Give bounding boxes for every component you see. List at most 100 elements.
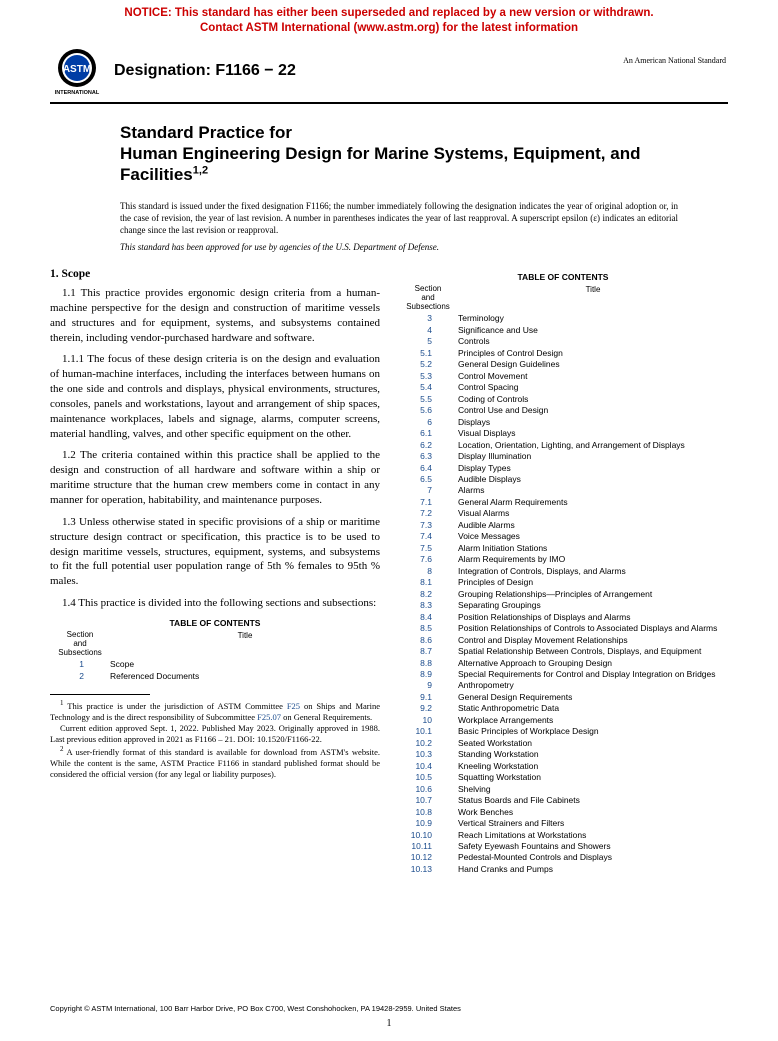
scope-p4: 1.3 Unless otherwise stated in specific … bbox=[50, 515, 380, 589]
toc-num[interactable]: 8.6 bbox=[398, 635, 458, 646]
toc-entry-title: Terminology bbox=[458, 313, 728, 324]
toc-entry-title: Alternative Approach to Grouping Design bbox=[458, 658, 728, 669]
toc-entry-title: Shelving bbox=[458, 784, 728, 795]
toc-entry-title: Hand Cranks and Pumps bbox=[458, 864, 728, 875]
right-column: TABLE OF CONTENTS SectionandSubsections … bbox=[398, 268, 728, 875]
toc-row: 7Alarms bbox=[398, 485, 728, 496]
toc-row: 7.6Alarm Requirements by IMO bbox=[398, 554, 728, 565]
left-column: 1. Scope 1.1 This practice provides ergo… bbox=[50, 268, 380, 875]
toc-num[interactable]: 6.1 bbox=[398, 428, 458, 439]
title-sup: 1,2 bbox=[193, 165, 208, 177]
toc-num[interactable]: 7 bbox=[398, 485, 458, 496]
toc-num[interactable]: 8.8 bbox=[398, 658, 458, 669]
toc-num[interactable]: 8.1 bbox=[398, 577, 458, 588]
toc-row: 10.13Hand Cranks and Pumps bbox=[398, 864, 728, 875]
toc-num[interactable]: 10.1 bbox=[398, 726, 458, 737]
toc-num[interactable]: 10.13 bbox=[398, 864, 458, 875]
toc-entry-title: Reach Limitations at Workstations bbox=[458, 830, 728, 841]
toc-num[interactable]: 10.6 bbox=[398, 784, 458, 795]
toc-num[interactable]: 6.2 bbox=[398, 440, 458, 451]
toc-num[interactable]: 7.2 bbox=[398, 508, 458, 519]
toc-row: 8.1Principles of Design bbox=[398, 577, 728, 588]
toc-num[interactable]: 10.7 bbox=[398, 795, 458, 806]
toc-num[interactable]: 4 bbox=[398, 325, 458, 336]
toc-num[interactable]: 9 bbox=[398, 680, 458, 691]
toc-num[interactable]: 8.3 bbox=[398, 600, 458, 611]
toc-num[interactable]: 10.3 bbox=[398, 749, 458, 760]
link-f2507[interactable]: F25.07 bbox=[257, 712, 281, 722]
toc-num[interactable]: 7.6 bbox=[398, 554, 458, 565]
link-f25[interactable]: F25 bbox=[287, 701, 300, 711]
toc-num[interactable]: 10.4 bbox=[398, 761, 458, 772]
footnote-2: 2 A user-friendly format of this standar… bbox=[50, 745, 380, 780]
scope-p1: 1.1 This practice provides ergonomic des… bbox=[50, 286, 380, 345]
toc-num[interactable]: 6.4 bbox=[398, 463, 458, 474]
toc-entry-title: Position Relationships of Controls to As… bbox=[458, 623, 728, 634]
toc-entry-title: Principles of Control Design bbox=[458, 348, 728, 359]
toc-num[interactable]: 9.2 bbox=[398, 703, 458, 714]
copyright: Copyright © ASTM International, 100 Barr… bbox=[50, 1004, 461, 1013]
toc-row: 7.5Alarm Initiation Stations bbox=[398, 543, 728, 554]
toc-num[interactable]: 8.7 bbox=[398, 646, 458, 657]
toc-num[interactable]: 7.3 bbox=[398, 520, 458, 531]
toc-num[interactable]: 10.10 bbox=[398, 830, 458, 841]
svg-text:ASTM: ASTM bbox=[63, 64, 91, 75]
toc-num[interactable]: 10 bbox=[398, 715, 458, 726]
toc-row: 2Referenced Documents bbox=[50, 671, 380, 682]
toc-row: 5.4Control Spacing bbox=[398, 382, 728, 393]
columns: 1. Scope 1.1 This practice provides ergo… bbox=[0, 262, 778, 875]
toc-num[interactable]: 2 bbox=[50, 671, 110, 682]
scope-p3: 1.2 The criteria contained within this p… bbox=[50, 448, 380, 507]
toc-head-section: SectionandSubsections bbox=[50, 631, 110, 657]
toc-num[interactable]: 7.4 bbox=[398, 531, 458, 542]
toc-num[interactable]: 1 bbox=[50, 659, 110, 670]
toc-num[interactable]: 3 bbox=[398, 313, 458, 324]
toc-row: 5.2General Design Guidelines bbox=[398, 359, 728, 370]
toc-row: 6.5Audible Displays bbox=[398, 474, 728, 485]
toc-num[interactable]: 8.4 bbox=[398, 612, 458, 623]
toc-row: 7.4Voice Messages bbox=[398, 531, 728, 542]
toc-row: 10.9Vertical Strainers and Filters bbox=[398, 818, 728, 829]
toc-head-title-r: Title bbox=[458, 285, 728, 311]
toc-num[interactable]: 10.8 bbox=[398, 807, 458, 818]
toc-num[interactable]: 7.1 bbox=[398, 497, 458, 508]
toc-row: 10Workplace Arrangements bbox=[398, 715, 728, 726]
toc-num[interactable]: 10.9 bbox=[398, 818, 458, 829]
toc-head-title: Title bbox=[110, 631, 380, 657]
toc-num[interactable]: 8.2 bbox=[398, 589, 458, 600]
toc-num[interactable]: 7.5 bbox=[398, 543, 458, 554]
toc-row: 8.2Grouping Relationships—Principles of … bbox=[398, 589, 728, 600]
toc-entry-title: Visual Displays bbox=[458, 428, 728, 439]
toc-row: 8.4Position Relationships of Displays an… bbox=[398, 612, 728, 623]
toc-num[interactable]: 5 bbox=[398, 336, 458, 347]
toc-row: 10.1Basic Principles of Workplace Design bbox=[398, 726, 728, 737]
toc-num[interactable]: 5.2 bbox=[398, 359, 458, 370]
toc-num[interactable]: 5.5 bbox=[398, 394, 458, 405]
footnote-1b: Current edition approved Sept. 1, 2022. … bbox=[50, 723, 380, 745]
toc-num[interactable]: 8.5 bbox=[398, 623, 458, 634]
toc-header-left: SectionandSubsections Title bbox=[50, 631, 380, 657]
toc-num[interactable]: 5.4 bbox=[398, 382, 458, 393]
toc-row: 8.9Special Requirements for Control and … bbox=[398, 669, 728, 680]
toc-num[interactable]: 8.9 bbox=[398, 669, 458, 680]
toc-num[interactable]: 10.11 bbox=[398, 841, 458, 852]
toc-num[interactable]: 5.6 bbox=[398, 405, 458, 416]
toc-num[interactable]: 9.1 bbox=[398, 692, 458, 703]
toc-num[interactable]: 6.5 bbox=[398, 474, 458, 485]
toc-num[interactable]: 10.2 bbox=[398, 738, 458, 749]
toc-num[interactable]: 10.5 bbox=[398, 772, 458, 783]
toc-num[interactable]: 5.3 bbox=[398, 371, 458, 382]
toc-row: 7.2Visual Alarms bbox=[398, 508, 728, 519]
toc-num[interactable]: 10.12 bbox=[398, 852, 458, 863]
toc-row: 10.10Reach Limitations at Workstations bbox=[398, 830, 728, 841]
toc-row: 8.8Alternative Approach to Grouping Desi… bbox=[398, 658, 728, 669]
toc-num[interactable]: 5.1 bbox=[398, 348, 458, 359]
toc-row: 8.6Control and Display Movement Relation… bbox=[398, 635, 728, 646]
toc-num[interactable]: 6.3 bbox=[398, 451, 458, 462]
toc-entry-title: Scope bbox=[110, 659, 380, 670]
toc-entry-title: Integration of Controls, Displays, and A… bbox=[458, 566, 728, 577]
toc-num[interactable]: 8 bbox=[398, 566, 458, 577]
toc-entry-title: Work Benches bbox=[458, 807, 728, 818]
issued-note: This standard is issued under the fixed … bbox=[120, 200, 678, 236]
toc-num[interactable]: 6 bbox=[398, 417, 458, 428]
